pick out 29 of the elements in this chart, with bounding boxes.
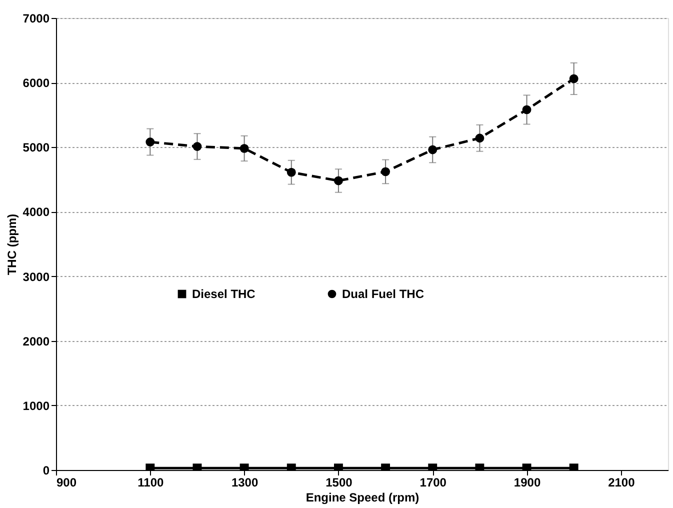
point — [428, 145, 438, 154]
point — [240, 144, 249, 153]
x-tick-label: 900 — [56, 476, 77, 490]
point — [569, 74, 578, 84]
point — [381, 167, 390, 176]
point — [475, 134, 484, 143]
y-tick-label: 4000 — [22, 205, 50, 220]
point — [522, 105, 532, 114]
legend-label: Dual Fuel THC — [342, 287, 424, 301]
y-tick-label: 3000 — [22, 270, 50, 284]
y-tick-label: 0 — [42, 464, 50, 478]
y-tick-label: 2000 — [22, 334, 50, 348]
y-tick-label: 6000 — [22, 76, 50, 90]
x-tick-label: 2100 — [608, 476, 636, 490]
y-tick-label: 7000 — [22, 12, 50, 26]
point — [192, 142, 202, 151]
legend-label: Diesel THC — [192, 287, 256, 301]
point — [286, 168, 296, 177]
x-tick-label: 1300 — [231, 476, 258, 490]
y-tick-label: 1000 — [22, 398, 50, 413]
y-axis-title: THC (ppm) — [4, 214, 19, 276]
point — [334, 176, 343, 186]
x-tick-label: 1500 — [326, 476, 353, 490]
x-tick-label: 1900 — [514, 476, 541, 490]
point — [146, 138, 155, 146]
y-tick-label: 5000 — [22, 140, 50, 155]
x-axis-title: Engine Speed (rpm) — [306, 490, 420, 504]
x-tick-label: 1700 — [420, 476, 447, 490]
x-tick-label: 1100 — [138, 476, 164, 490]
